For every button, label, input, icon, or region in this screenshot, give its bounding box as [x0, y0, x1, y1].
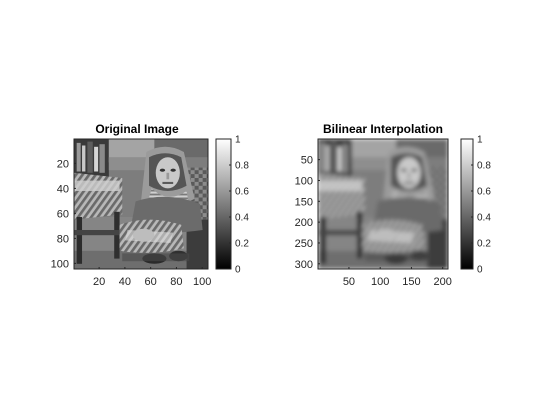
- y-tick-label: 150: [295, 196, 313, 208]
- colorbar-tick-label: 0.6: [477, 187, 491, 198]
- chart-title-original: Original Image: [95, 122, 179, 136]
- x-tick-label: 100: [193, 276, 211, 288]
- x-tick-label: 80: [170, 276, 182, 288]
- x-tick-label: 20: [93, 276, 105, 288]
- image-bilinear: [318, 139, 448, 269]
- y-ticks-original: 20 40 60 80 100: [51, 158, 76, 270]
- y-tick-label: 80: [57, 233, 69, 245]
- x-tick-label: 60: [145, 276, 157, 288]
- x-ticks-original: 20 40 60 80 100: [93, 267, 211, 288]
- colorbar-bilinear: [461, 139, 473, 269]
- colorbar-original: [216, 139, 231, 269]
- colorbar-tick-label: 0.4: [235, 213, 249, 224]
- y-tick-label: 300: [295, 259, 313, 271]
- axes-box-original: [73, 138, 209, 270]
- y-ticks-bilinear: 50 100 150 200 250 300: [295, 155, 320, 271]
- y-tick-label: 250: [295, 238, 313, 250]
- colorbar-tick-label: 0.8: [235, 161, 249, 172]
- axes-box-bilinear: [317, 138, 449, 270]
- axes-original: Original Image 20 40 60 80 100 20 40 60 80 100 0…: [51, 122, 250, 288]
- colorbar-tick-label: 0: [477, 265, 483, 276]
- colorbar-ticks-original: 0 0.2 0.4 0.6 0.8 1: [229, 135, 249, 276]
- x-tick-label: 100: [371, 276, 389, 288]
- y-tick-label: 100: [295, 175, 313, 187]
- y-tick-label: 100: [51, 258, 69, 270]
- colorbar-ticks-bilinear: 0 0.2 0.4 0.6 0.8 1: [471, 135, 491, 276]
- y-tick-label: 40: [57, 183, 69, 195]
- x-ticks-bilinear: 50 100 150 200: [343, 267, 452, 288]
- chart-title-bilinear: Bilinear Interpolation: [323, 122, 443, 136]
- y-tick-label: 60: [57, 208, 69, 220]
- colorbar-tick-label: 0.2: [235, 239, 249, 250]
- axes-bilinear: Bilinear Interpolation 50 100 150 200 50100…: [295, 122, 492, 288]
- x-tick-label: 50: [343, 276, 355, 288]
- x-tick-label: 150: [402, 276, 420, 288]
- y-tick-label: 200: [295, 217, 313, 229]
- colorbar-tick-label: 1: [235, 135, 241, 146]
- x-tick-label: 40: [119, 276, 131, 288]
- x-tick-label: 200: [434, 276, 452, 288]
- colorbar-tick-label: 0: [235, 265, 241, 276]
- y-tick-label: 50: [301, 155, 313, 167]
- colorbar-tick-label: 1: [477, 135, 483, 146]
- colorbar-tick-label: 0.8: [477, 161, 491, 172]
- image-original: [74, 139, 208, 269]
- colorbar-tick-label: 0.4: [477, 213, 491, 224]
- y-tick-label: 20: [57, 158, 69, 170]
- colorbar-tick-label: 0.6: [235, 187, 249, 198]
- colorbar-tick-label: 0.2: [477, 239, 491, 250]
